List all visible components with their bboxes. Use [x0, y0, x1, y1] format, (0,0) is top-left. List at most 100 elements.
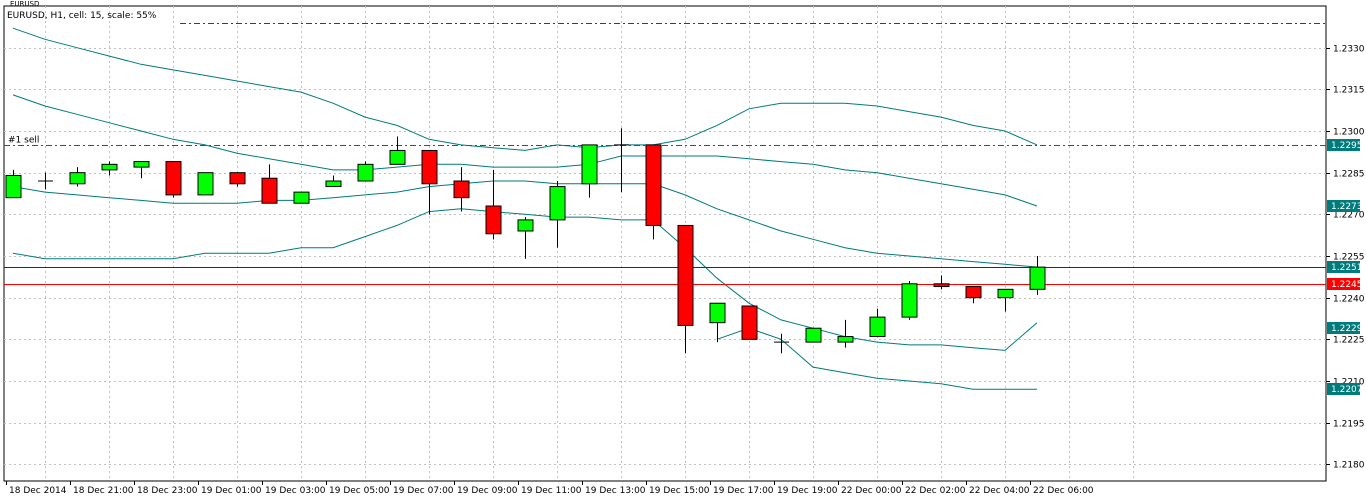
- band-line-0: [12, 27, 1038, 151]
- candle-body-bull: [837, 336, 854, 343]
- candle-body-bull: [5, 174, 22, 199]
- plot-frame: [3, 5, 1327, 482]
- x-tick-label: 19 Dec 07:00: [393, 486, 454, 496]
- price-tag: 1.2245: [1327, 278, 1363, 290]
- grid: [3, 5, 1327, 482]
- candle-body-bear: [965, 286, 982, 299]
- x-tick-label: 19 Dec 05:00: [329, 486, 390, 496]
- y-tick-label: 1.2315: [1333, 86, 1365, 96]
- candle: [549, 181, 566, 248]
- price-tag-label: 1.2295: [1331, 141, 1363, 151]
- candle-body-bull: [101, 163, 118, 171]
- price-tag-label: 1.2229: [1331, 324, 1363, 334]
- symbol-strip-label: EURUSD: [10, 0, 39, 8]
- candle: [38, 172, 53, 190]
- y-tick-label: 1.2300: [1333, 128, 1365, 138]
- candles: [5, 128, 1046, 354]
- candle-body-bear: [421, 149, 438, 185]
- price-tag: 1.2273: [1327, 200, 1363, 212]
- price-tag-label: 1.2273: [1331, 202, 1363, 212]
- x-tick-label: 19 Dec 01:00: [201, 486, 262, 496]
- y-tick-label: 1.2225: [1333, 336, 1365, 346]
- candle: [901, 281, 918, 320]
- candle: [965, 286, 982, 304]
- candle: [774, 333, 789, 354]
- x-tick-label: 22 Dec 00:00: [841, 486, 902, 496]
- candle-body-bear: [677, 224, 694, 326]
- price-tag: 1.2295: [1327, 139, 1363, 151]
- candle-body-bear: [485, 205, 502, 235]
- x-tick-label: 18 Dec 23:00: [137, 486, 198, 496]
- candle-body-bull: [389, 149, 406, 165]
- y-tick-label: 1.2210: [1333, 378, 1365, 388]
- candle-body-bear: [165, 161, 182, 196]
- candle: [325, 175, 342, 188]
- candle-body-bear: [645, 144, 662, 226]
- candle: [229, 172, 246, 187]
- candle: [389, 136, 406, 165]
- price-tag-bg: [1327, 278, 1360, 290]
- candle-body-bull: [901, 283, 918, 318]
- candle-body-bull: [581, 144, 598, 185]
- price-tags: 1.2295 1.2273 1.2251 1.2245 1.2229 1.2207: [1327, 139, 1363, 395]
- candle: [1029, 256, 1046, 295]
- x-tick-label: 19 Dec 11:00: [521, 486, 582, 496]
- price-tag-bg: [1327, 322, 1360, 334]
- candle: [837, 319, 854, 348]
- candle-body-bull: [133, 161, 150, 168]
- band-line-3: [12, 208, 1038, 351]
- y-tick-label: 1.2330: [1333, 45, 1365, 55]
- price-tag-bg: [1327, 139, 1360, 151]
- candle: [485, 169, 502, 240]
- candle-body-bull: [997, 288, 1014, 299]
- x-tick-label: 22 Dec 04:00: [969, 486, 1030, 496]
- y-tick-label: 1.2180: [1333, 461, 1365, 471]
- candle: [5, 169, 22, 199]
- candle-body-bull: [805, 327, 822, 343]
- price-axis: 1.23301.23151.23001.22851.22701.22551.22…: [1326, 45, 1365, 471]
- x-tick-label: 19 Dec 09:00: [457, 486, 518, 496]
- x-tick-label: 19 Dec 15:00: [649, 486, 710, 496]
- time-axis: 18 Dec 2014 18 Dec 21:00 18 Dec 23:00 19 De…: [6, 481, 1094, 496]
- candle-body-bull: [869, 316, 886, 338]
- candle: [741, 305, 758, 340]
- candle: [645, 144, 662, 240]
- x-tick-label: 19 Dec 19:00: [777, 486, 838, 496]
- x-tick-label: 18 Dec 21:00: [73, 486, 134, 496]
- sell-level-label: #1 sell: [8, 136, 39, 146]
- price-tag-label: 1.2207: [1331, 385, 1363, 395]
- candle: [997, 288, 1014, 312]
- price-tag: 1.2251: [1327, 261, 1363, 273]
- y-tick-label: 1.2240: [1333, 295, 1365, 305]
- band-line-2: [12, 180, 1038, 268]
- symbol-info-label: EURUSD, H1, cell: 15, scale: 55%: [7, 11, 157, 21]
- candle-body-bear: [229, 172, 246, 185]
- candle: [69, 167, 86, 187]
- candle-body-bear: [453, 180, 470, 199]
- candle: [197, 172, 214, 196]
- y-tick-label: 1.2255: [1333, 253, 1365, 263]
- price-tag-label: 1.2245: [1331, 280, 1363, 290]
- candle: [805, 327, 822, 343]
- candle-body-bull: [1029, 266, 1046, 290]
- candle: [101, 161, 118, 176]
- price-tag: 1.2207: [1327, 383, 1363, 395]
- y-tick-label: 1.2195: [1333, 420, 1365, 430]
- x-tick-label: 19 Dec 13:00: [585, 486, 646, 496]
- candle-body-bull: [357, 163, 374, 182]
- x-tick-label: 18 Dec 2014: [9, 486, 67, 496]
- candle-body-bull: [709, 302, 726, 324]
- candle: [261, 164, 278, 204]
- candle: [517, 217, 534, 259]
- x-tick-label: 22 Dec 02:00: [905, 486, 966, 496]
- price-tag-bg: [1327, 383, 1360, 395]
- levels: #1 sell: [4, 23, 1326, 285]
- candle-body-bull: [549, 186, 566, 221]
- candle: [293, 191, 310, 204]
- candle: [614, 128, 629, 193]
- x-tick-label: 19 Dec 03:00: [265, 486, 326, 496]
- bollinger-bands: [12, 27, 1038, 390]
- candle: [581, 144, 598, 198]
